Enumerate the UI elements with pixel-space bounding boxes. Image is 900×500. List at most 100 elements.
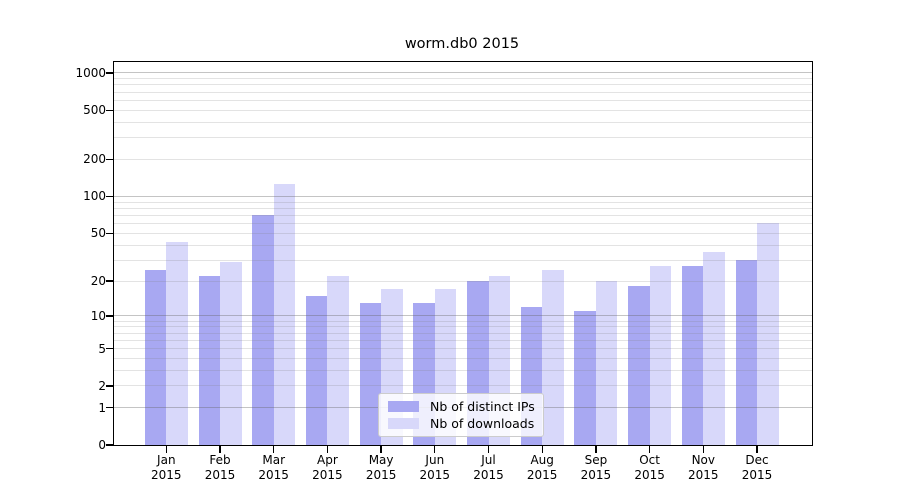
x-tick-sep-2015 [595, 446, 597, 453]
minor-gridline-3 [114, 369, 812, 371]
x-tick-jul-2015 [487, 446, 490, 453]
bar-apr-2015-distinct-ips [305, 295, 328, 445]
legend-label-distinct-ips: Nb of distinct IPs [430, 399, 535, 414]
bar-feb-2015-distinct-ips [198, 276, 220, 445]
y-tick-500 [106, 109, 113, 111]
x-tick-apr-2015 [326, 446, 329, 453]
y-label-1000: 1000 [75, 65, 106, 80]
x-label-line: 2015 [151, 468, 182, 482]
x-tick-feb-2015 [219, 446, 221, 453]
y-tick-0 [106, 444, 113, 446]
minor-gridline-200 [114, 158, 812, 160]
minor-gridline-70 [114, 214, 812, 216]
legend-item-downloads: Nb of downloads [388, 415, 534, 432]
y-label-20: 20 [90, 274, 106, 289]
bar-jan-2015-distinct-ips [144, 269, 167, 445]
x-tick-dec-2015 [756, 446, 758, 453]
y-label-5: 5 [98, 341, 106, 356]
x-label-may-2015: May 2015 [349, 453, 413, 483]
bar-nov-2015-distinct-ips [681, 265, 704, 445]
y-tick-2 [106, 385, 113, 387]
x-label-line: 2015 [741, 468, 773, 482]
x-tick-jan-2015 [165, 446, 167, 453]
x-label-line: Jun [425, 453, 445, 467]
legend-item-distinct-ips: Nb of distinct IPs [388, 398, 535, 415]
bar-feb-2015-downloads [220, 261, 242, 445]
x-label-sep-2015: Sep 2015 [564, 453, 628, 483]
bar-oct-2015-distinct-ips [628, 286, 650, 445]
minor-gridline-9 [114, 320, 812, 322]
y-tick-20 [106, 280, 113, 282]
x-label-line: 2015 [580, 468, 612, 482]
x-label-jan-2015: Jan 2015 [134, 453, 198, 483]
x-label-line: Aug [530, 453, 554, 467]
x-tick-nov-2015 [702, 446, 704, 453]
y-label-1: 1 [98, 400, 106, 415]
y-label-0: 0 [98, 438, 106, 452]
major-gridline-100 [114, 195, 812, 197]
x-label-line: Nov [691, 453, 715, 467]
bar-mar-2015-downloads [273, 183, 296, 445]
bar-mar-2015-distinct-ips [252, 215, 274, 445]
x-label-aug-2015: Aug 2015 [510, 453, 574, 483]
x-label-line: Apr [317, 453, 338, 467]
bar-jan-2015-downloads [166, 242, 188, 445]
bar-sep-2015-downloads [595, 281, 618, 445]
bar-may-2015-distinct-ips [359, 302, 382, 445]
x-label-mar-2015: Mar 2015 [242, 453, 306, 483]
y-label-10: 10 [90, 308, 106, 323]
y-tick-1000 [106, 72, 113, 74]
major-gridline-10 [114, 315, 812, 317]
minor-gridline-500 [114, 109, 812, 111]
minor-gridline-8 [114, 326, 812, 328]
minor-gridline-5 [114, 348, 812, 349]
y-label-50: 50 [90, 226, 106, 241]
x-label-line: Mar [262, 453, 285, 467]
x-label-dec-2015: Dec 2015 [725, 453, 789, 483]
y-tick-5 [106, 347, 113, 350]
x-label-line: 2015 [312, 468, 343, 482]
x-tick-may-2015 [380, 446, 382, 453]
legend: Nb of distinct IPs Nb of downloads [378, 393, 544, 437]
y-label-500: 500 [83, 103, 106, 118]
plot-area: Jan 2015 Feb 2015 Mar 2015 Apr 2015 May 2015 Jun 20… [75, 61, 813, 482]
y-label-200: 200 [83, 152, 106, 167]
x-tick-aug-2015 [541, 446, 543, 453]
bar-nov-2015-downloads [703, 252, 725, 445]
x-label-line: Jan [157, 453, 176, 467]
y-label-2: 2 [98, 378, 106, 393]
x-label-nov-2015: Nov 2015 [671, 453, 735, 483]
minor-gridline-900 [114, 78, 812, 80]
x-label-line: Dec [745, 453, 769, 467]
minor-gridline-90 [114, 201, 812, 203]
x-label-line: 2015 [204, 468, 236, 482]
major-gridline-1000 [114, 72, 812, 74]
minor-gridline-800 [114, 84, 812, 86]
x-label-line: Sep [584, 453, 608, 467]
minor-gridline-7 [114, 332, 812, 334]
minor-gridline-4 [114, 357, 812, 359]
legend-swatch-downloads [388, 418, 419, 429]
minor-gridline-2 [114, 385, 812, 387]
legend-swatch-distinct-ips [388, 401, 419, 412]
minor-gridline-40 [114, 244, 812, 246]
y-tick-200 [106, 158, 113, 161]
x-tick-jun-2015 [434, 446, 436, 453]
x-label-line: 2015 [473, 468, 504, 482]
x-label-jul-2015: Jul 2015 [457, 453, 521, 483]
minor-gridline-6 [114, 339, 812, 341]
y-tick-100 [106, 195, 113, 198]
x-label-line: Feb [209, 453, 231, 467]
bar-dec-2015-distinct-ips [735, 260, 757, 445]
x-label-oct-2015: Oct 2015 [618, 453, 682, 483]
x-label-line: May [368, 453, 394, 467]
x-label-line: 2015 [258, 468, 289, 482]
bar-oct-2015-downloads [649, 265, 672, 445]
bar-apr-2015-downloads [327, 276, 349, 445]
y-tick-10 [106, 315, 113, 317]
minor-gridline-700 [114, 91, 812, 93]
x-label-line: 2015 [688, 468, 719, 482]
minor-gridline-30 [114, 259, 812, 261]
legend-label-downloads: Nb of downloads [430, 416, 535, 431]
